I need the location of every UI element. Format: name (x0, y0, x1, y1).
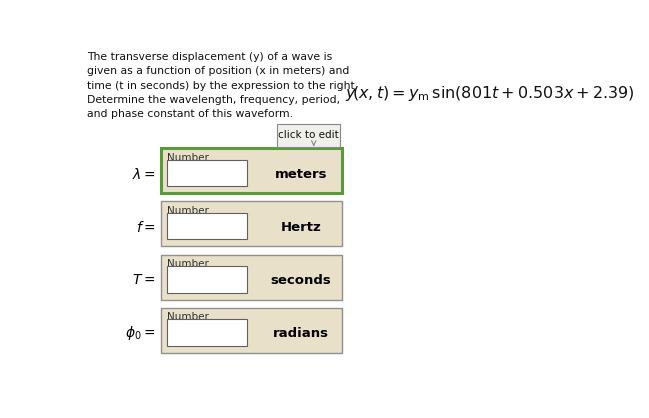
Text: $\lambda=$: $\lambda=$ (132, 167, 156, 181)
FancyBboxPatch shape (160, 255, 341, 300)
FancyBboxPatch shape (167, 319, 247, 346)
FancyBboxPatch shape (167, 160, 247, 186)
Text: Number: Number (167, 259, 209, 269)
Text: $y\!\left(x,t\right)=y_{\rm m}\,\sin\!\left(801t+0.503x+2.39\right)$: $y\!\left(x,t\right)=y_{\rm m}\,\sin\!\l… (345, 84, 635, 103)
Text: $T=$: $T=$ (132, 273, 156, 287)
Text: radians: radians (273, 327, 328, 340)
Text: Number: Number (167, 312, 209, 322)
FancyBboxPatch shape (167, 213, 247, 240)
Text: The transverse displacement (y) of a wave is
given as a function of position (x : The transverse displacement (y) of a wav… (87, 52, 358, 120)
Text: $f=$: $f=$ (136, 220, 156, 234)
Text: seconds: seconds (270, 274, 331, 287)
Text: meters: meters (275, 168, 327, 181)
Text: Number: Number (167, 153, 209, 163)
Text: click to edit: click to edit (278, 130, 339, 140)
FancyBboxPatch shape (160, 201, 341, 247)
FancyBboxPatch shape (167, 266, 247, 293)
Text: $\phi_0=$: $\phi_0=$ (125, 324, 156, 342)
FancyBboxPatch shape (277, 124, 340, 147)
Text: Number: Number (167, 206, 209, 216)
Text: Hertz: Hertz (280, 221, 321, 234)
FancyBboxPatch shape (160, 308, 341, 353)
FancyBboxPatch shape (160, 148, 341, 194)
